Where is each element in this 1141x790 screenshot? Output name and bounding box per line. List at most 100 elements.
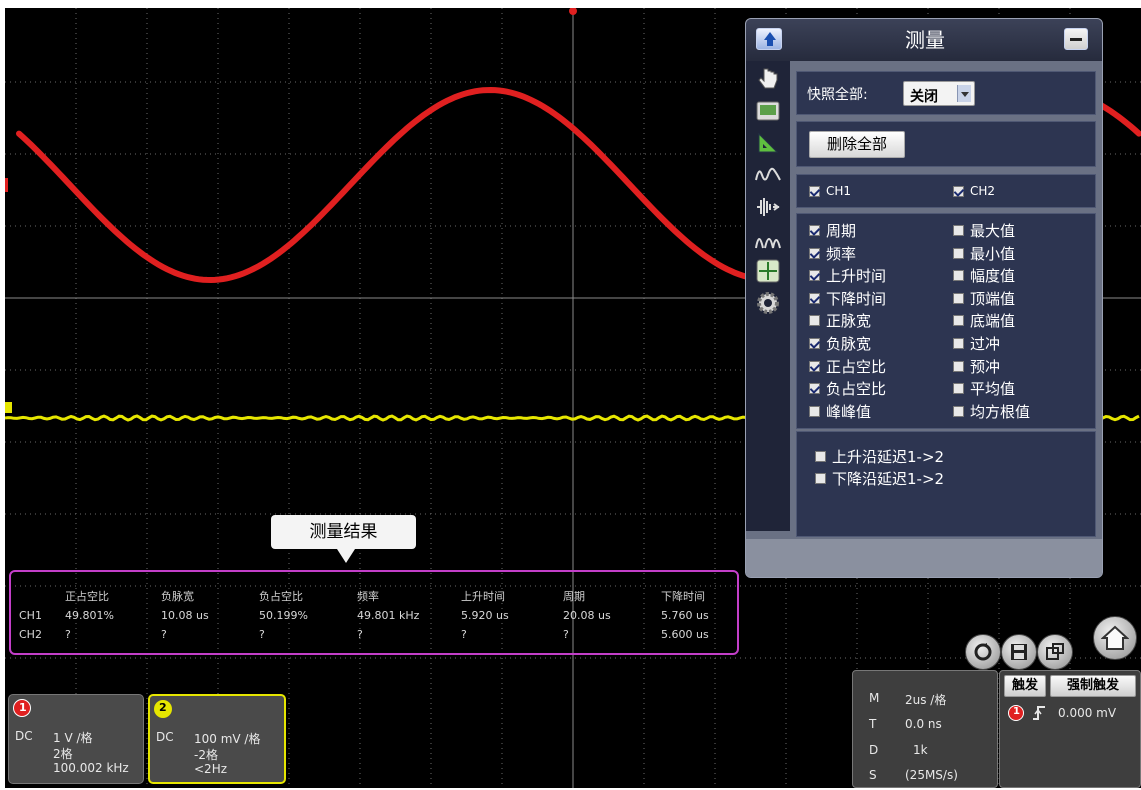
back-up-icon[interactable] xyxy=(756,28,782,50)
param-checkbox-right-1[interactable]: 最小值 xyxy=(953,243,1015,264)
checkbox-icon xyxy=(953,247,964,259)
param-checkbox-left-8[interactable]: 峰峰值 xyxy=(809,401,871,422)
results-cell: 49.801% xyxy=(65,609,114,622)
checkbox-icon xyxy=(809,360,820,372)
delete-all-button[interactable]: 删除全部 xyxy=(809,131,905,158)
delete-row: 删除全部 xyxy=(796,121,1096,167)
timebase-m-label: M xyxy=(869,691,880,705)
results-cell: 5.760 us xyxy=(661,609,709,622)
checkbox-icon xyxy=(809,270,820,282)
checkbox-icon xyxy=(809,247,820,259)
param-checkbox-right-5[interactable]: 过冲 xyxy=(953,333,1000,354)
results-header: 上升时间 xyxy=(461,590,505,603)
scope-screen: 测量 xyxy=(5,8,1141,788)
param-checkbox-right-2[interactable]: 幅度值 xyxy=(953,265,1015,286)
param-label: 负脉宽 xyxy=(826,335,872,353)
results-header: 周期 xyxy=(563,590,585,603)
result-callout: 测量结果 xyxy=(271,515,416,549)
hand-pointer-icon[interactable] xyxy=(754,65,782,93)
results-cell: ? xyxy=(461,628,467,641)
checkbox-icon xyxy=(815,451,826,462)
chevron-down-icon xyxy=(957,85,971,102)
param-label: 正脉宽 xyxy=(826,312,872,331)
param-checkbox-left-2[interactable]: 上升时间 xyxy=(809,265,886,286)
param-label: 下降时间 xyxy=(826,289,887,308)
force-trigger-button[interactable]: 强制触发 xyxy=(1050,675,1136,697)
pass-fail-icon[interactable] xyxy=(754,225,782,253)
screen-icon[interactable] xyxy=(754,97,782,125)
param-checkbox-right-0[interactable]: 最大值 xyxy=(953,220,1015,241)
results-header: 负占空比 xyxy=(259,590,303,603)
param-checkbox-left-7[interactable]: 负占空比 xyxy=(809,378,886,399)
ch1-offset: 2格 xyxy=(53,747,73,761)
checkbox-icon xyxy=(809,225,820,236)
ch2-checkbox[interactable]: CH2 xyxy=(953,184,995,198)
checkbox-icon xyxy=(953,338,964,349)
results-row-channel: CH2 xyxy=(19,628,42,641)
checkbox-icon xyxy=(953,405,964,417)
timebase-t-label: T xyxy=(869,717,877,731)
results-cell: 20.08 us xyxy=(563,609,611,622)
gear-icon[interactable] xyxy=(754,289,782,317)
trigger-button[interactable]: 触发 xyxy=(1004,675,1046,697)
timebase-t-value: 0.0 ns xyxy=(905,717,942,731)
checkbox-icon xyxy=(953,383,964,395)
param-label: 上升时间 xyxy=(826,267,887,286)
param-label: 上升沿延迟1->2 xyxy=(832,448,945,466)
ch1-coupling: DC xyxy=(15,729,33,743)
save-icon[interactable] xyxy=(1001,634,1037,670)
snapshot-value: 关闭 xyxy=(910,89,938,105)
delay-checkbox-1[interactable]: 下降沿延迟1->2 xyxy=(815,468,944,489)
home-icon[interactable] xyxy=(1093,616,1137,660)
ch1-marker-icon: 1 xyxy=(13,699,31,717)
param-checkbox-right-6[interactable]: 预冲 xyxy=(953,356,1000,377)
param-checkbox-left-6[interactable]: 正占空比 xyxy=(809,356,886,377)
param-checkbox-right-4[interactable]: 底端值 xyxy=(953,310,1015,331)
ch1-marker-label: 1 xyxy=(19,701,27,714)
param-checkbox-left-1[interactable]: 频率 xyxy=(809,243,856,264)
cycle-icon[interactable] xyxy=(965,634,1001,670)
delay-list: 上升沿延迟1->2 下降沿延迟1->2 xyxy=(796,431,1096,537)
param-checkbox-left-5[interactable]: 负脉宽 xyxy=(809,333,871,354)
param-label: 最小值 xyxy=(970,244,1016,263)
param-checkbox-left-4[interactable]: 正脉宽 xyxy=(809,310,871,331)
param-checkbox-right-7[interactable]: 平均值 xyxy=(953,378,1015,399)
measurement-panel: 测量 xyxy=(745,18,1103,578)
param-checkbox-left-3[interactable]: 下降时间 xyxy=(809,288,886,309)
parameter-list: 周期频率上升时间下降时间正脉宽负脉宽正占空比 负占空比 峰峰值 最大值最小值幅度值 顶端… xyxy=(796,213,1096,429)
snapshot-select[interactable]: 关闭 xyxy=(903,81,975,106)
delay-checkbox-0[interactable]: 上升沿延迟1->2 xyxy=(815,446,944,467)
timebase-info[interactable]: M 2us /格 T 0.0 ns D 1k S (25MS/s) xyxy=(852,670,998,788)
results-cell: 49.801 kHz xyxy=(357,609,420,622)
param-checkbox-left-0[interactable]: 周期 xyxy=(809,220,856,241)
snapshot-row: 快照全部: 关闭 xyxy=(796,71,1096,115)
timebase-d-label: D xyxy=(869,743,879,757)
timebase-s-value: (25MS/s) xyxy=(905,768,958,782)
ch1-level-marker xyxy=(5,178,8,192)
checkbox-icon xyxy=(809,315,820,327)
ch1-checkbox[interactable]: CH1 xyxy=(809,184,851,198)
ch2-frequency: <2Hz xyxy=(194,762,228,776)
param-label: 下降沿延迟1->2 xyxy=(832,470,945,488)
cursor-crosshair-icon[interactable] xyxy=(754,257,782,285)
checkbox-icon xyxy=(953,315,964,327)
fft-icon[interactable] xyxy=(754,193,782,221)
param-label: 频率 xyxy=(826,244,857,263)
minimize-button[interactable] xyxy=(1064,28,1088,50)
results-cell: ? xyxy=(161,628,167,641)
callout-tail xyxy=(337,549,355,563)
timebase-s-label: S xyxy=(869,768,877,782)
ch1-info[interactable]: 1 DC 1 V /格 2格 100.002 kHz xyxy=(8,694,144,784)
checkbox-icon xyxy=(953,185,964,197)
window-icon[interactable] xyxy=(1037,634,1073,670)
ch2-info[interactable]: 2 DC 100 mV /格 -2格 <2Hz xyxy=(148,694,286,784)
results-cell: ? xyxy=(65,628,71,641)
results-cell: 10.08 us xyxy=(161,609,209,622)
param-checkbox-right-8[interactable]: 均方根值 xyxy=(953,401,1030,422)
param-label: 均方根值 xyxy=(970,402,1031,421)
param-checkbox-right-3[interactable]: 顶端值 xyxy=(953,288,1015,309)
results-cell: 50.199% xyxy=(259,609,308,622)
param-label: 最大值 xyxy=(970,222,1016,240)
ruler-triangle-icon[interactable] xyxy=(754,129,782,157)
waveform-icon[interactable] xyxy=(754,161,782,189)
